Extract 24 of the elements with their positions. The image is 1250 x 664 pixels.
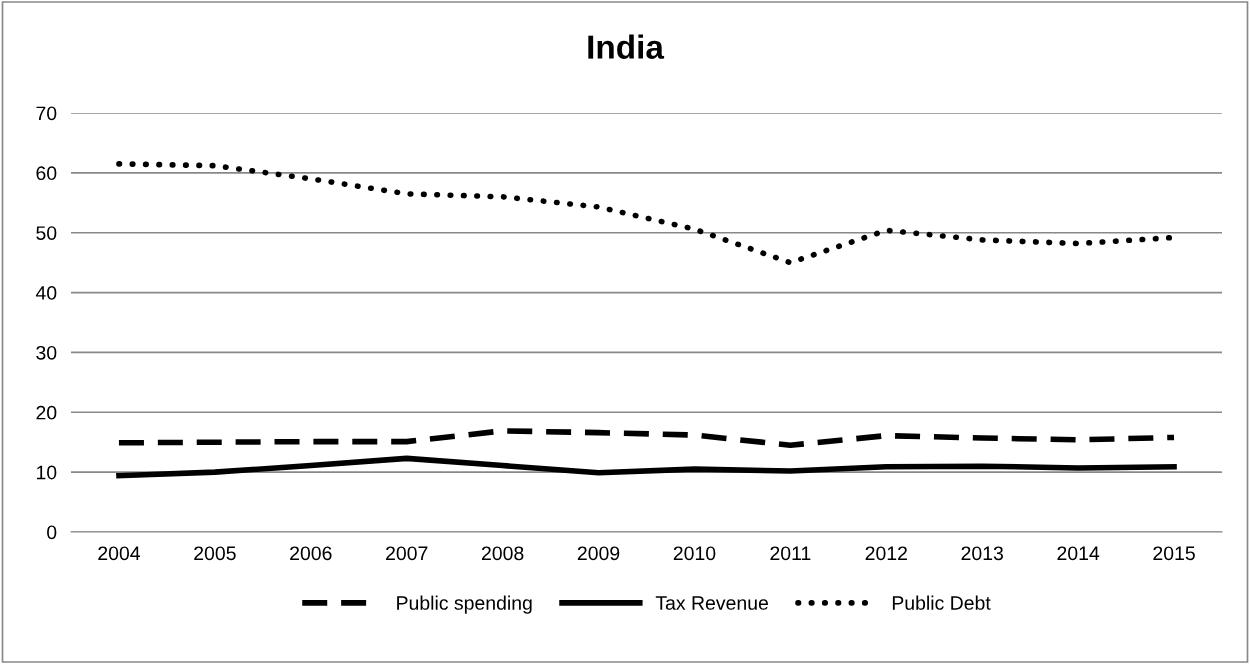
legend-label: Public Debt [892, 595, 991, 610]
x-tick-label: 2013 [961, 546, 1003, 561]
y-tick-label: 0 [47, 525, 57, 540]
y-tick-label: 60 [36, 166, 57, 181]
x-tick-label: 2007 [386, 546, 428, 561]
x-tick-label: 2008 [481, 546, 524, 561]
x-tick-label: 2012 [865, 546, 907, 561]
x-tick-label: 2011 [770, 546, 811, 561]
x-tick-label: 2015 [1153, 546, 1195, 561]
y-tick-label: 70 [36, 106, 57, 121]
y-tick-label: 50 [36, 226, 57, 240]
x-tick-label: 2004 [98, 546, 141, 561]
x-tick-label: 2010 [673, 546, 716, 561]
x-tick-label: 2014 [1057, 546, 1100, 561]
x-tick-label: 2006 [290, 546, 332, 561]
legend-label: Public spending [397, 595, 532, 614]
x-tick-label: 2005 [194, 546, 236, 561]
y-tick-label: 20 [36, 405, 57, 420]
y-tick-label: 10 [36, 465, 57, 480]
legend-label: Tax Revenue [655, 596, 768, 610]
y-tick-label: 30 [36, 345, 57, 360]
y-tick-label: 40 [35, 286, 57, 300]
chart-title: India [588, 34, 665, 59]
x-tick-label: 2009 [577, 546, 620, 561]
